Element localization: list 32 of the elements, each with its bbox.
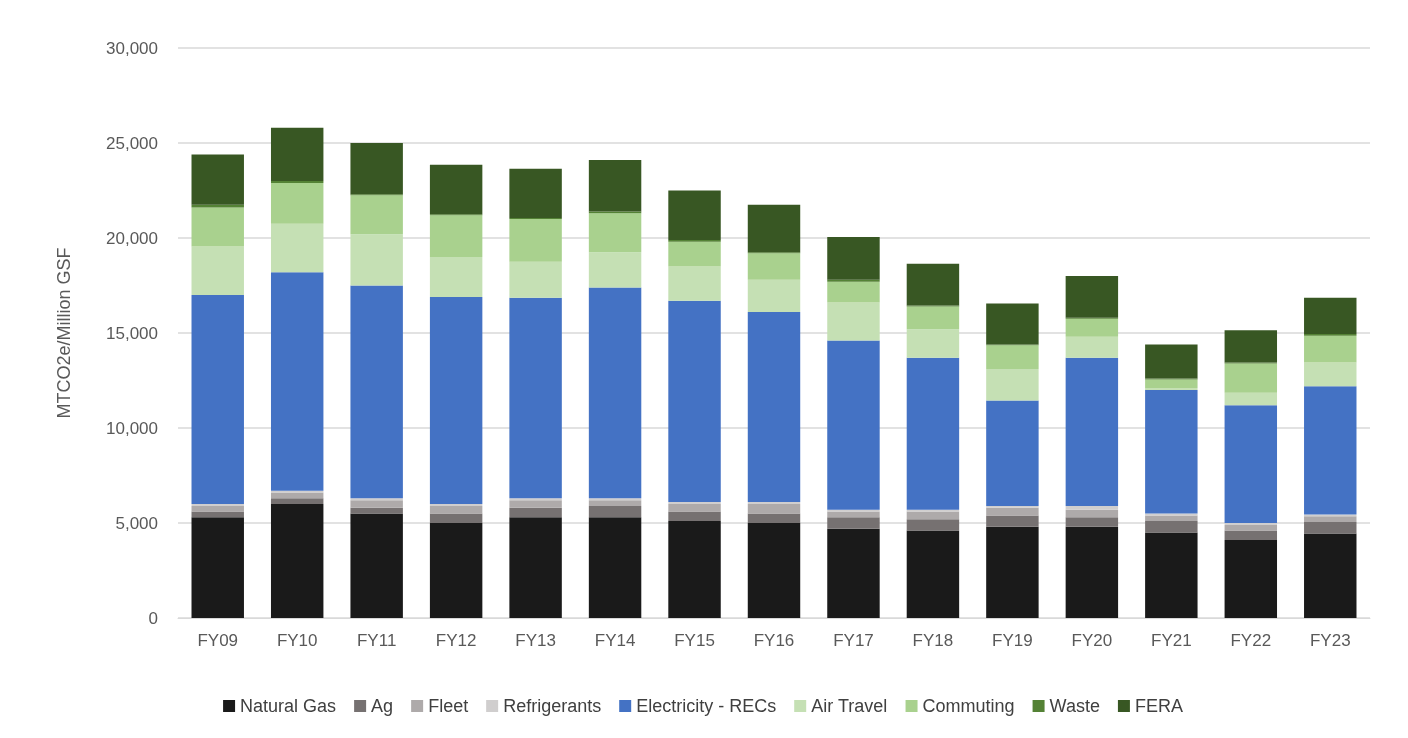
x-tick-label: FY18 (912, 631, 954, 650)
y-tick-label: 25,000 (106, 133, 158, 153)
y-tick-label: 15,000 (106, 323, 158, 343)
legend-label: Refrigerants (503, 696, 602, 716)
legend-label: Air Travel (811, 696, 888, 716)
x-tick-label: FY15 (674, 631, 715, 650)
x-tick-label: FY19 (992, 631, 1033, 650)
legend-label: Electricity - RECs (636, 696, 777, 716)
x-tick-label: FY22 (1230, 631, 1272, 650)
legend-label: Commuting (922, 696, 1015, 716)
x-tick-label: FY12 (435, 631, 477, 650)
y-axis-title: MTCO2e/Million GSF (54, 247, 74, 419)
legend-label: Fleet (428, 696, 469, 716)
legend-label: Waste (1049, 696, 1100, 716)
y-tick-label: 5,000 (115, 513, 158, 533)
x-tick-label: FY23 (1309, 631, 1351, 650)
y-tick-label: 10,000 (106, 418, 158, 438)
x-tick-label: FY11 (356, 631, 397, 650)
y-tick-label: 0 (148, 608, 158, 628)
legend-label: Natural Gas (240, 696, 337, 716)
x-tick-label: FY20 (1071, 631, 1113, 650)
legend-label: Ag (371, 696, 394, 716)
y-tick-label: 30,000 (106, 38, 158, 58)
x-tick-label: FY09 (197, 631, 239, 650)
x-tick-label: FY13 (515, 631, 556, 650)
x-tick-label: FY17 (833, 631, 874, 650)
x-tick-label: FY21 (1151, 631, 1192, 650)
x-tick-label: FY10 (276, 631, 318, 650)
x-tick-label: FY16 (753, 631, 795, 650)
y-tick-label: 20,000 (106, 228, 158, 248)
x-tick-label: FY14 (594, 631, 636, 650)
legend-label: FERA (1134, 696, 1183, 716)
